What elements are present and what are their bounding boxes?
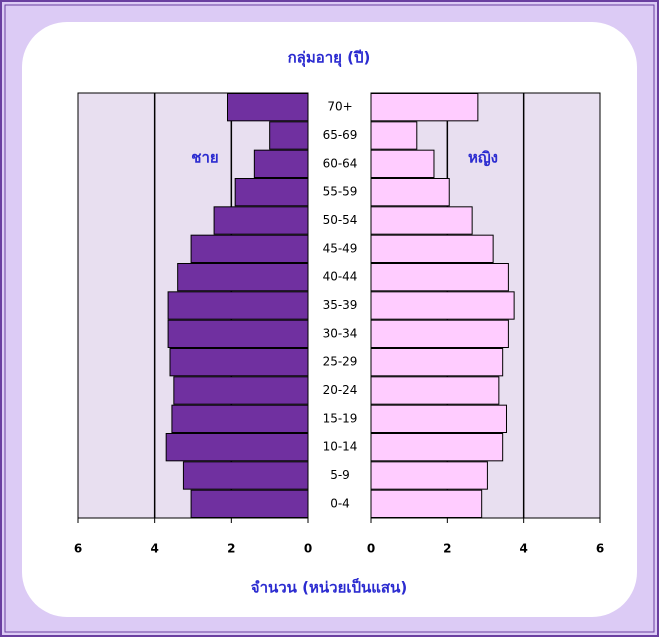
bar [370,178,450,207]
x-tick-label: 4 [150,542,158,556]
x-tick-label: 6 [74,542,82,556]
x-tick-label: 2 [443,542,451,556]
legend-label: หญิง [468,149,498,167]
category-label: 15-19 [323,411,358,425]
bar [370,404,507,433]
x-tick-label: 4 [519,542,527,556]
category-label: 40-44 [323,270,358,284]
bar [370,433,504,462]
legend-label: ชาย [191,149,218,167]
category-label: 45-49 [323,241,358,255]
bar [253,149,309,179]
bar [370,319,509,348]
category-label: 65-69 [323,128,358,142]
bar [167,291,309,320]
x-axis-label: จำนวน (หน่วยเป็นแสน) [251,578,407,597]
category-label: 55-59 [323,185,358,199]
x-tick-label: 0 [304,542,312,556]
bar [370,149,435,179]
category-label: 25-29 [323,355,358,369]
bar [234,178,309,207]
bar [370,489,483,518]
bar [370,206,473,235]
x-tick-label: 0 [367,542,375,556]
bar [165,433,309,462]
bar [370,348,504,377]
bar [167,319,309,348]
category-label: 35-39 [323,298,358,312]
bar [370,291,515,320]
bar [227,93,309,122]
inner-frame [4,4,655,633]
bar [213,206,309,235]
bar [370,263,509,292]
category-label: 30-34 [323,326,358,340]
category-label: 50-54 [323,213,358,227]
chart-title: กลุ่มอายุ (ปี) [288,49,371,68]
bar [370,376,500,405]
bar [177,263,309,292]
bar [370,93,479,122]
bar [370,234,494,264]
bar [190,234,309,264]
x-tick-label: 6 [596,542,604,556]
bar [370,461,488,490]
category-label: 60-64 [323,156,358,170]
bar [190,489,309,518]
bar [169,348,309,377]
bar [269,121,309,150]
category-label: 10-14 [323,440,358,454]
bar [182,461,309,490]
bar [173,376,309,405]
category-label: 5-9 [330,468,350,482]
category-label: 20-24 [323,383,358,397]
x-tick-label: 2 [227,542,235,556]
category-label: 70+ [327,100,352,114]
bar [370,121,418,150]
category-label: 0-4 [330,496,350,510]
bar [171,404,309,433]
